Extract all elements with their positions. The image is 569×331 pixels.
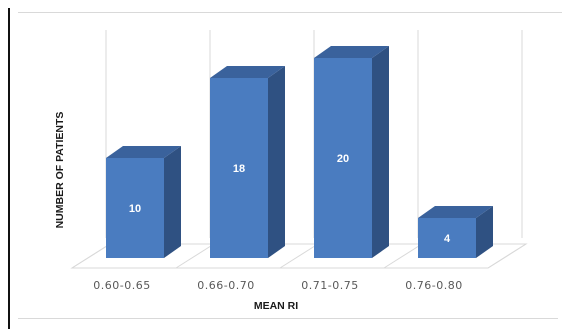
data-label: 10 (129, 203, 141, 215)
data-label: 20 (337, 153, 349, 165)
bar-top (314, 46, 389, 58)
y-axis-title: NUMBER OF PATIENTS (54, 112, 66, 229)
top-divider (18, 12, 562, 13)
bar-top (106, 146, 181, 158)
data-label: 18 (233, 163, 245, 175)
bar-top (418, 206, 493, 218)
bar (106, 158, 164, 258)
bar-side (476, 206, 493, 258)
x-tick-label: 0.71-0.75 (301, 279, 358, 292)
bar-top (210, 66, 285, 78)
floor-divider (487, 243, 527, 269)
left-border-line (8, 8, 10, 329)
floor-divider (71, 243, 111, 269)
bar (210, 78, 268, 258)
bar (418, 218, 476, 258)
x-tick-label: 0.76-0.80 (405, 279, 462, 292)
bar-side (372, 46, 389, 258)
data-label: 4 (444, 233, 451, 245)
x-tick-label: 0.66-0.70 (197, 279, 254, 292)
x-axis-title: MEAN RI (254, 300, 298, 312)
chart-bars: 10 18 20 4 (106, 46, 493, 258)
x-tick-label: 0.60-0.65 (93, 279, 150, 292)
floor-divider (279, 243, 319, 269)
bar-side (164, 146, 181, 258)
x-tick-labels: 0.60-0.65 0.66-0.70 0.71-0.75 0.76-0.80 (93, 279, 462, 292)
bottom-divider (18, 318, 558, 319)
chart-floor (70, 243, 528, 269)
bar-side (268, 66, 285, 258)
floor-divider (383, 243, 423, 269)
floor-divider (175, 243, 215, 269)
bar (314, 58, 372, 258)
